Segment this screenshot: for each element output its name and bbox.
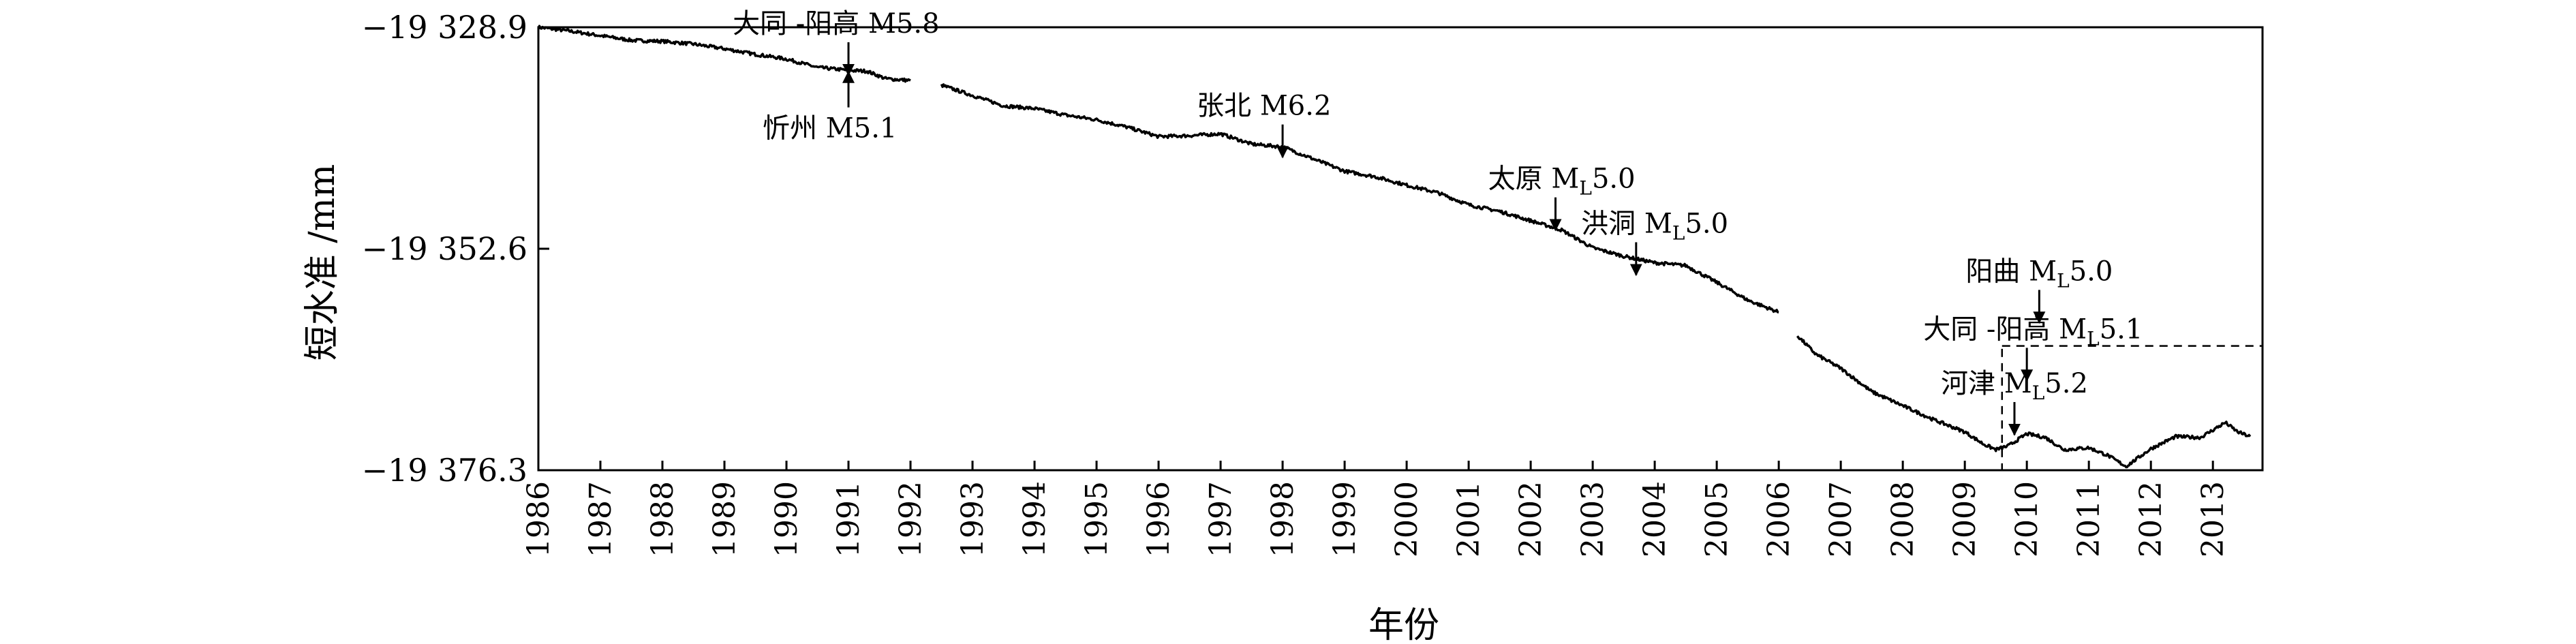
x-tick-label: 2011: [2072, 481, 2106, 557]
annotation-label: 洪洞 ML5.0: [1581, 208, 1728, 244]
y-ticks: −19 328.9 −19 352.6 −19 376.3: [362, 9, 549, 489]
y-axis-label: 短水准 /mm: [302, 164, 343, 361]
x-tick-label: 2005: [1700, 481, 1734, 557]
annotation-label: 阳曲 ML5.0: [1965, 256, 2113, 292]
x-tick-label: 2010: [2010, 481, 2044, 557]
plot-frame: [537, 26, 2264, 472]
x-ticks: 1986 1987 1988 1989 1990 1991 1992 1993 1994 1995…: [521, 461, 2230, 557]
x-axis-label: 年份: [1368, 605, 1439, 644]
x-tick-label: 2007: [1824, 481, 1858, 557]
highlight-box: [2001, 345, 2264, 472]
x-tick-label: 1992: [893, 481, 928, 557]
x-tick-label: 1986: [521, 481, 556, 557]
y-tick-label: −19 376.3: [362, 452, 527, 489]
y-tick-label: −19 352.6: [362, 230, 527, 267]
x-tick-label: 2003: [1576, 481, 1610, 557]
annotation-label: 大同 -阳高 ML5.1: [1923, 313, 2143, 350]
x-tick-label: 1998: [1266, 481, 1300, 557]
highlight-box-layer: [2001, 345, 2264, 472]
x-tick-label: 1989: [707, 481, 742, 557]
x-tick-label: 2002: [1514, 481, 1548, 557]
series-layer: [537, 25, 2252, 469]
x-tick-label: 1995: [1079, 481, 1114, 557]
annotation-label: 张北 M6.2: [1197, 91, 1331, 122]
x-tick-label: 2009: [1948, 481, 1982, 557]
annotation-label: 太原 ML5.0: [1488, 164, 1636, 200]
annotation-label: 忻州 M5.1: [763, 113, 897, 144]
x-tick-label: 2013: [2196, 481, 2230, 557]
x-tick-label: 2001: [1452, 481, 1486, 557]
x-tick-label: 1993: [955, 481, 990, 557]
annotation-label: 河津 ML5.2: [1941, 368, 2088, 404]
x-tick-label: 2000: [1390, 481, 1424, 557]
x-tick-label: 2004: [1638, 481, 1672, 557]
x-tick-label: 2008: [1886, 481, 1920, 557]
x-tick-label: 1996: [1141, 481, 1176, 557]
x-tick-label: 2006: [1762, 481, 1796, 557]
annotations-layer: 大同 -阳高 M5.8 忻州 M5.1 张北 M6.2 太原 ML5.0 洪洞 ML5.…: [733, 8, 2143, 436]
y-tick-label: −19 328.9: [362, 9, 527, 46]
axes: [537, 26, 2264, 472]
x-tick-label: 1988: [645, 481, 680, 557]
series-line-segment: [1796, 335, 2252, 469]
x-tick-label: 1994: [1017, 481, 1052, 557]
series-line-segment: [940, 83, 1779, 313]
x-tick-label: 2012: [2134, 481, 2168, 557]
x-tick-label: 1999: [1328, 481, 1362, 557]
x-tick-label: 1987: [583, 481, 618, 557]
annotation-label: 大同 -阳高 M5.8: [733, 8, 940, 40]
x-tick-label: 1997: [1203, 481, 1238, 557]
x-tick-label: 1990: [769, 481, 804, 557]
x-tick-label: 1991: [831, 481, 866, 557]
